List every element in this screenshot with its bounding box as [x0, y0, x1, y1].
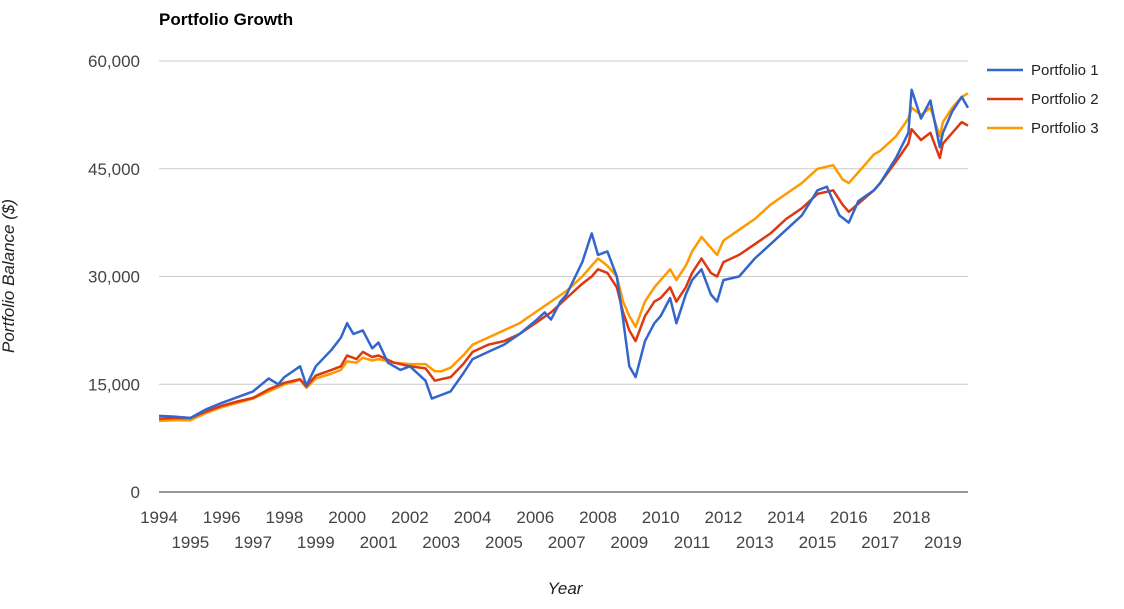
x-tick-label: 1998 [266, 508, 304, 527]
x-tick-label: 2001 [360, 533, 398, 552]
x-tick-label: 2012 [705, 508, 743, 527]
legend-label: Portfolio 1 [1031, 62, 1099, 79]
series-lines [158, 88, 970, 423]
x-tick-label: 2006 [516, 508, 554, 527]
legend-label: Portfolio 2 [1031, 91, 1099, 108]
x-tick-label: 1999 [297, 533, 335, 552]
grid-lines [159, 60, 968, 385]
legend[interactable]: Portfolio 1 Portfolio 2 Portfolio 3 [987, 62, 1099, 137]
x-tick-label: 2010 [642, 508, 680, 527]
x-tick-label: 2000 [328, 508, 366, 527]
legend-item-portfolio-2[interactable]: Portfolio 2 [987, 91, 1099, 108]
y-axis-ticks: 0 15,000 30,000 45,000 60,000 [88, 52, 140, 502]
legend-item-portfolio-1[interactable]: Portfolio 1 [987, 62, 1099, 79]
x-axis-title: Year [548, 579, 584, 598]
series-line-portfolio-1[interactable] [158, 88, 970, 420]
series-line-portfolio-2[interactable] [158, 120, 969, 420]
x-tick-label: 2009 [610, 533, 648, 552]
series-line-portfolio-3[interactable] [158, 92, 969, 423]
y-tick-label: 45,000 [88, 160, 140, 179]
y-tick-label: 0 [131, 483, 140, 502]
x-tick-label: 2019 [924, 533, 962, 552]
x-tick-label: 2014 [767, 508, 805, 527]
chart-title: Portfolio Growth [159, 10, 293, 29]
y-axis-title: Portfolio Balance ($) [0, 199, 18, 353]
x-tick-label: 1996 [203, 508, 241, 527]
legend-label: Portfolio 3 [1031, 120, 1099, 137]
x-tick-label: 1994 [140, 508, 178, 527]
x-tick-label: 2016 [830, 508, 868, 527]
y-tick-label: 30,000 [88, 268, 140, 287]
x-axis-ticks: 1994 1995 1996 1997 1998 1999 2000 2001 2002 2003… [140, 508, 962, 552]
y-tick-label: 60,000 [88, 52, 140, 71]
x-tick-label: 2013 [736, 533, 774, 552]
x-tick-label: 2011 [674, 533, 711, 552]
x-tick-label: 2003 [422, 533, 460, 552]
x-tick-label: 2002 [391, 508, 429, 527]
x-tick-label: 2005 [485, 533, 523, 552]
x-tick-label: 2007 [548, 533, 586, 552]
x-tick-label: 1997 [234, 533, 272, 552]
x-tick-label: 2004 [454, 508, 492, 527]
x-tick-label: 2017 [861, 533, 899, 552]
x-tick-label: 1995 [171, 533, 209, 552]
x-tick-label: 2008 [579, 508, 617, 527]
x-tick-label: 2015 [799, 533, 837, 552]
legend-item-portfolio-3[interactable]: Portfolio 3 [987, 120, 1099, 137]
y-tick-label: 15,000 [88, 375, 140, 394]
x-tick-label: 2018 [893, 508, 931, 527]
